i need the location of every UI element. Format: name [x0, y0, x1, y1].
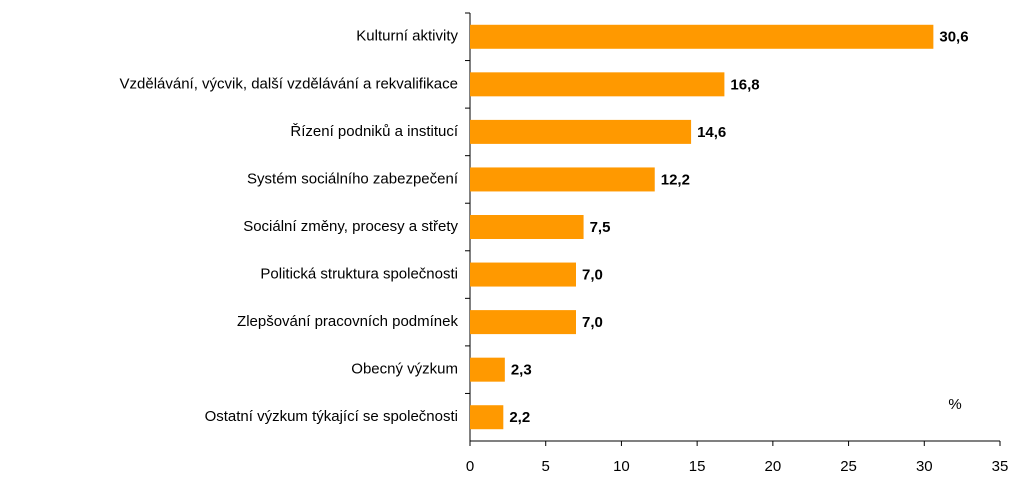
bar	[470, 405, 504, 430]
value-label: 14,6	[697, 124, 726, 141]
value-label: 7,0	[582, 314, 603, 331]
y-tick-label: Politická struktura společnosti	[260, 266, 458, 283]
bar	[470, 310, 576, 335]
y-tick-label: Vzdělávání, výcvik, další vzdělávání a r…	[120, 75, 459, 92]
unit-annotation: %	[948, 396, 961, 413]
x-tick-label: 25	[840, 458, 857, 475]
y-tick-label: Sociální změny, procesy a střety	[243, 218, 458, 235]
value-label: 7,0	[582, 267, 603, 284]
bar	[470, 167, 655, 192]
x-tick-label: 20	[765, 458, 782, 475]
y-tick-label: Řízení podniků a institucí	[290, 123, 458, 140]
bar	[470, 357, 505, 382]
value-label: 2,2	[509, 409, 530, 426]
x-tick-label: 15	[689, 458, 706, 475]
x-tick-label: 5	[542, 458, 550, 475]
x-tick-label: 35	[992, 458, 1009, 475]
y-tick-label: Kulturní aktivity	[356, 28, 458, 45]
x-tick-label: 10	[613, 458, 630, 475]
value-label: 30,6	[939, 29, 968, 46]
x-tick-label: 30	[916, 458, 933, 475]
value-label: 12,2	[661, 171, 690, 188]
bar	[470, 119, 692, 144]
bar	[470, 24, 934, 49]
bar	[470, 262, 576, 287]
y-tick-label: Ostatní výzkum týkající se společnosti	[205, 408, 458, 425]
value-label: 7,5	[590, 219, 611, 236]
y-tick-label: Obecný výzkum	[351, 361, 458, 378]
bar	[470, 72, 725, 97]
y-tick-label: Systém sociálního zabezpečení	[247, 170, 459, 187]
bar	[470, 215, 584, 239]
y-tick-label: Zlepšování pracovních podmínek	[237, 313, 458, 330]
value-label: 16,8	[730, 76, 759, 93]
value-label: 2,3	[511, 362, 532, 379]
x-tick-label: 0	[466, 458, 474, 475]
